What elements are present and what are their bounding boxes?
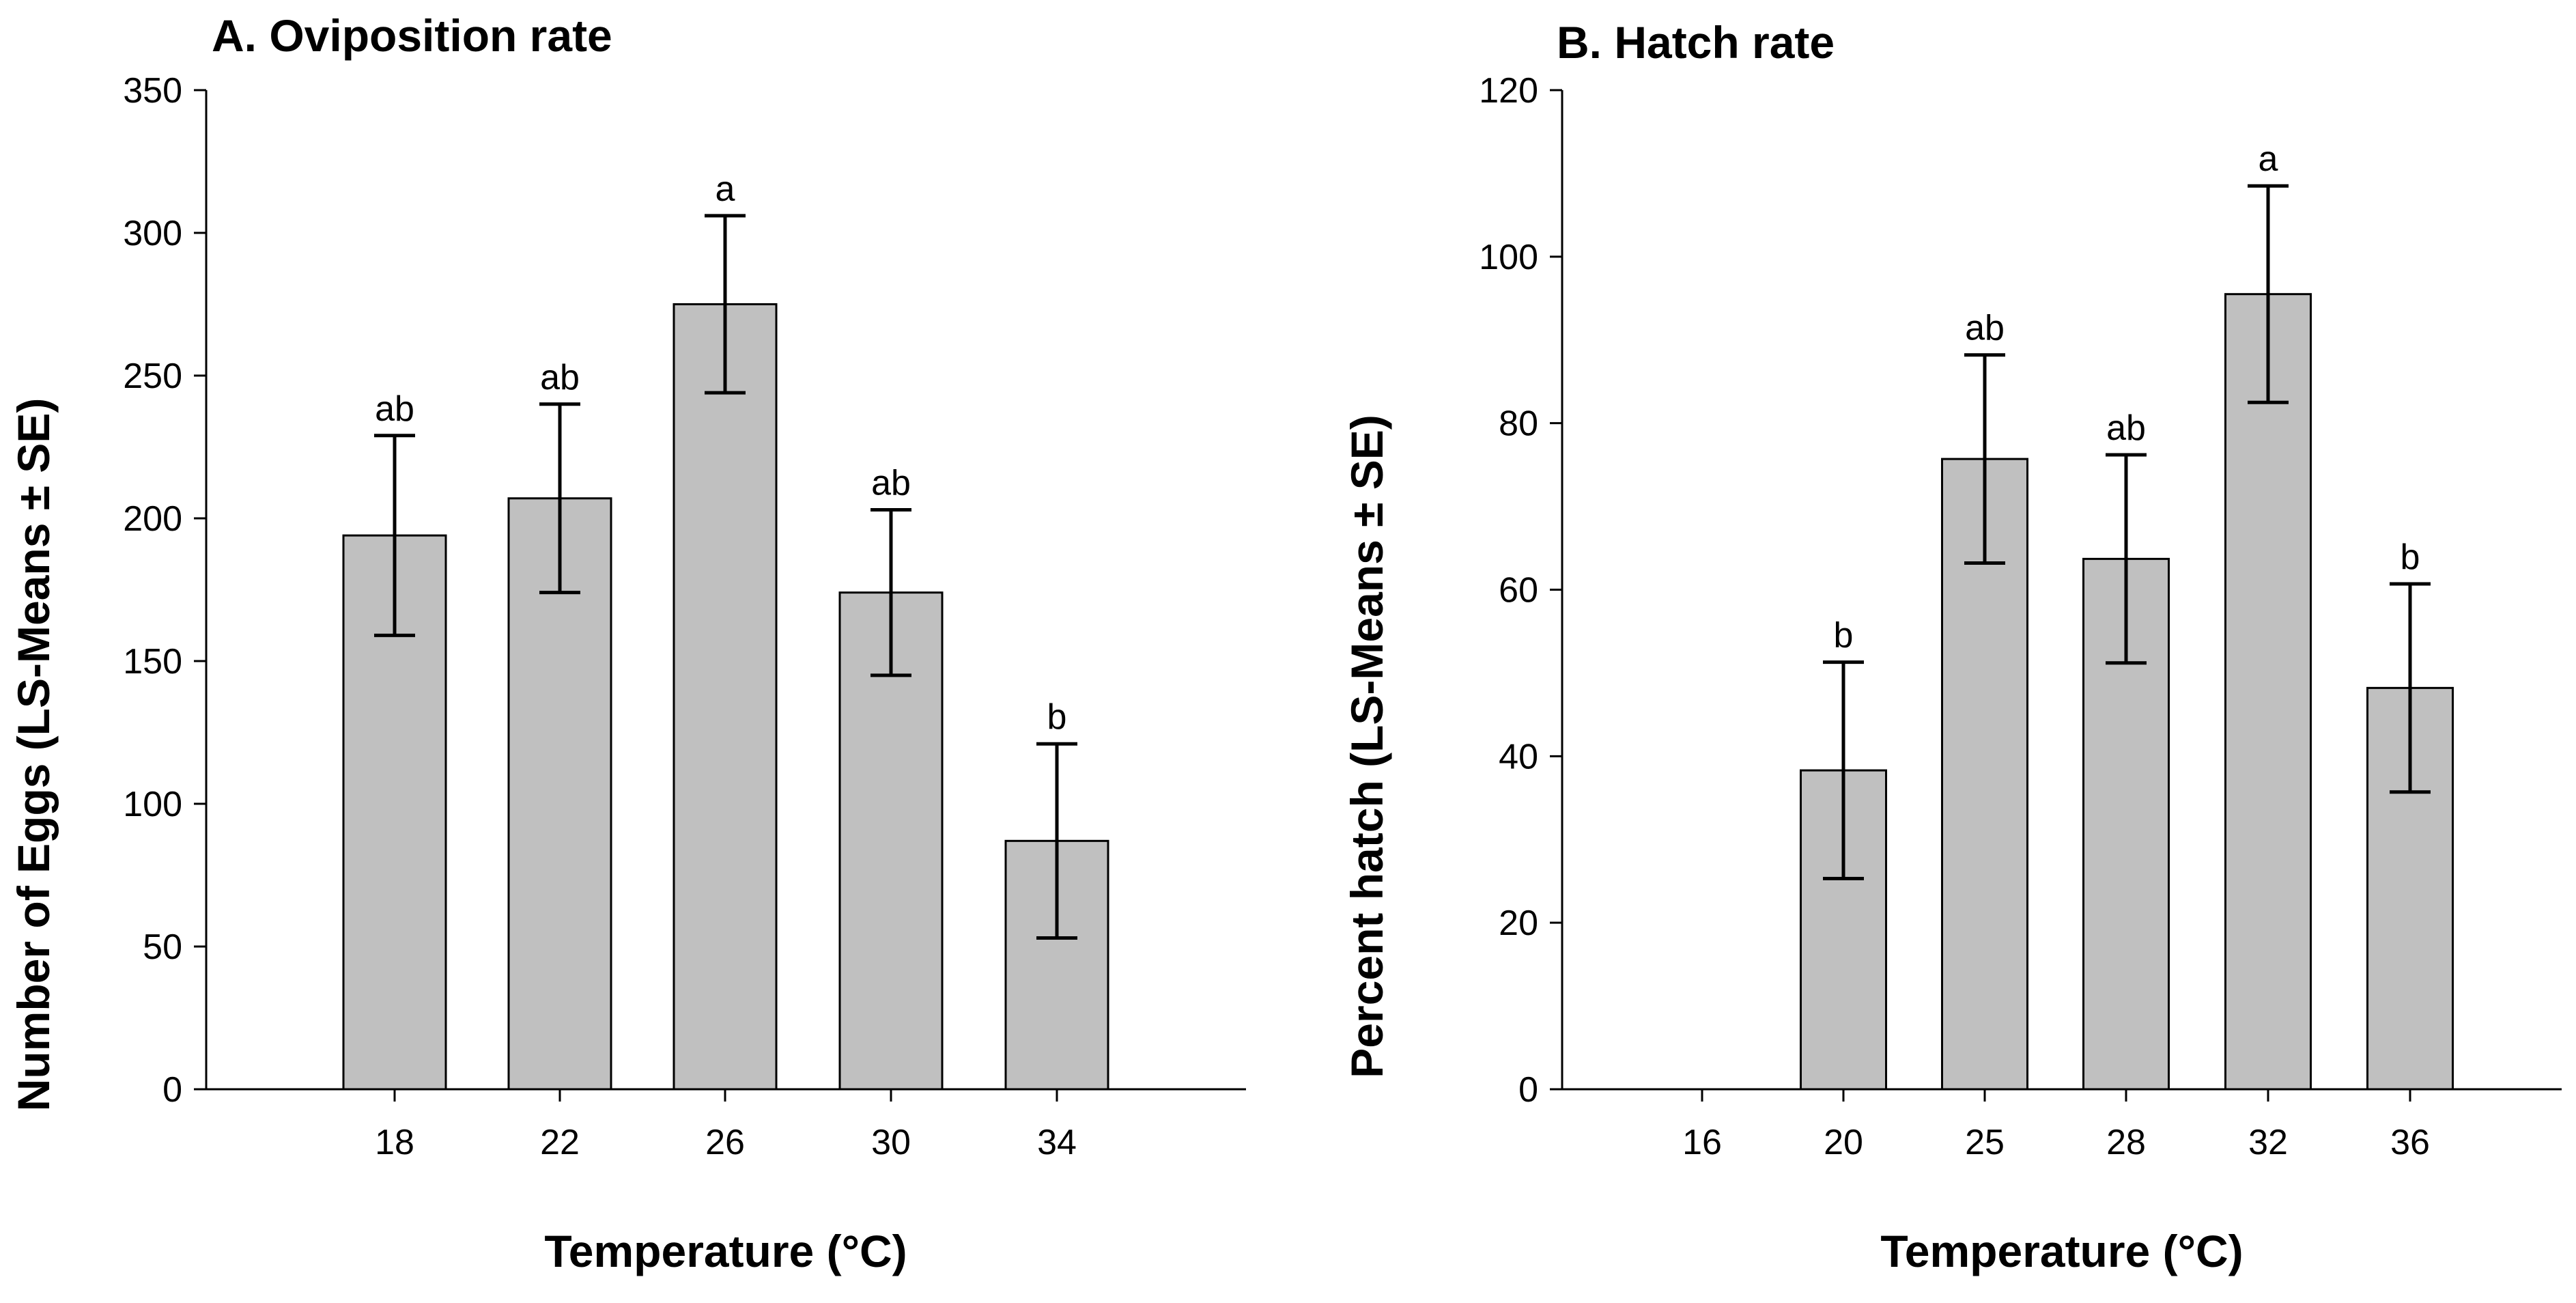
panel-b-x-tick-label: 16 xyxy=(1682,1123,1722,1162)
panel-b-x-tick-label: 28 xyxy=(2106,1123,2146,1162)
panel-b-x-tick-label: 32 xyxy=(2248,1123,2288,1162)
panel-a-x-axis-label: Temperature (°C) xyxy=(544,1226,907,1276)
panel-b-y-tick-label: 80 xyxy=(1499,404,1538,444)
panel-a-plot-area: 0 50 100 150 200 250 300 350 18 ab 22 ab 26 a 30 ab 34 b xyxy=(123,71,1246,1162)
panel-b-x-tick-label: 36 xyxy=(2390,1123,2430,1162)
panel-b-x-tick-label: 20 xyxy=(1824,1123,1863,1162)
panel-a-x-tick-label: 22 xyxy=(540,1123,580,1162)
panel-a-x-tick-label: 26 xyxy=(705,1123,745,1162)
panel-a-y-tick-label: 50 xyxy=(143,927,182,967)
panel-a-significance-label: ab xyxy=(871,463,911,503)
panel-hatch-rate: B. Hatch rate Percent hatch (LS-Means ± … xyxy=(1342,17,2562,1276)
panel-a-y-tick-label: 100 xyxy=(123,785,182,824)
panel-b-y-axis-label: Percent hatch (LS-Means ± SE) xyxy=(1342,415,1392,1078)
panel-b-y-tick-label: 20 xyxy=(1499,903,1538,943)
panel-a-significance-label: ab xyxy=(540,358,580,397)
panel-b-significance-label: b xyxy=(1834,616,1854,656)
panel-a-x-tick-label: 34 xyxy=(1037,1123,1077,1162)
panel-b-x-axis-label: Temperature (°C) xyxy=(1880,1226,2243,1276)
panel-a-x-tick-label: 18 xyxy=(375,1123,414,1162)
panel-a-y-tick-label: 300 xyxy=(123,214,182,253)
panel-b-bar xyxy=(2224,293,2312,1091)
panel-b-y-tick-label: 40 xyxy=(1499,737,1538,776)
panel-a-y-tick-label: 200 xyxy=(123,499,182,539)
panel-a-x-tick-label: 30 xyxy=(871,1123,911,1162)
panel-b-significance-label: a xyxy=(2259,139,2278,179)
panel-a-y-axis-label: Number of Eggs (LS-Means ± SE) xyxy=(8,398,59,1112)
panel-a-significance-label: b xyxy=(1047,697,1067,737)
panel-a-bar xyxy=(673,303,778,1091)
panel-a-significance-label: a xyxy=(716,169,735,209)
panel-b-y-tick-label: 120 xyxy=(1479,71,1538,111)
panel-b-y-tick-label: 100 xyxy=(1479,238,1538,277)
panel-b-significance-label: ab xyxy=(2106,408,2146,448)
panel-oviposition-rate: A. Oviposition rate Number of Eggs (LS-M… xyxy=(8,10,1246,1276)
panel-b-significance-label: b xyxy=(2401,537,2420,577)
panel-b-significance-label: ab xyxy=(1965,309,2005,348)
panel-a-bar xyxy=(507,497,612,1091)
panel-b-title: B. Hatch rate xyxy=(1557,17,1835,68)
panel-a-y-tick-label: 150 xyxy=(123,642,182,682)
panel-a-title: A. Oviposition rate xyxy=(212,10,612,61)
panel-a-y-tick-label: 0 xyxy=(162,1070,182,1110)
panel-b-x-tick-label: 25 xyxy=(1965,1123,2005,1162)
panel-b-plot-area: 0 20 40 60 80 100 120 16 20 b 25 ab 28 ab 32 a 36 b xyxy=(1479,71,2562,1162)
panel-a-y-tick-label: 350 xyxy=(123,71,182,111)
panel-a-y-tick-label: 250 xyxy=(123,356,182,396)
panel-b-y-tick-label: 60 xyxy=(1499,571,1538,611)
panel-a-significance-label: ab xyxy=(375,389,414,429)
panel-b-y-tick-label: 0 xyxy=(1518,1070,1538,1110)
